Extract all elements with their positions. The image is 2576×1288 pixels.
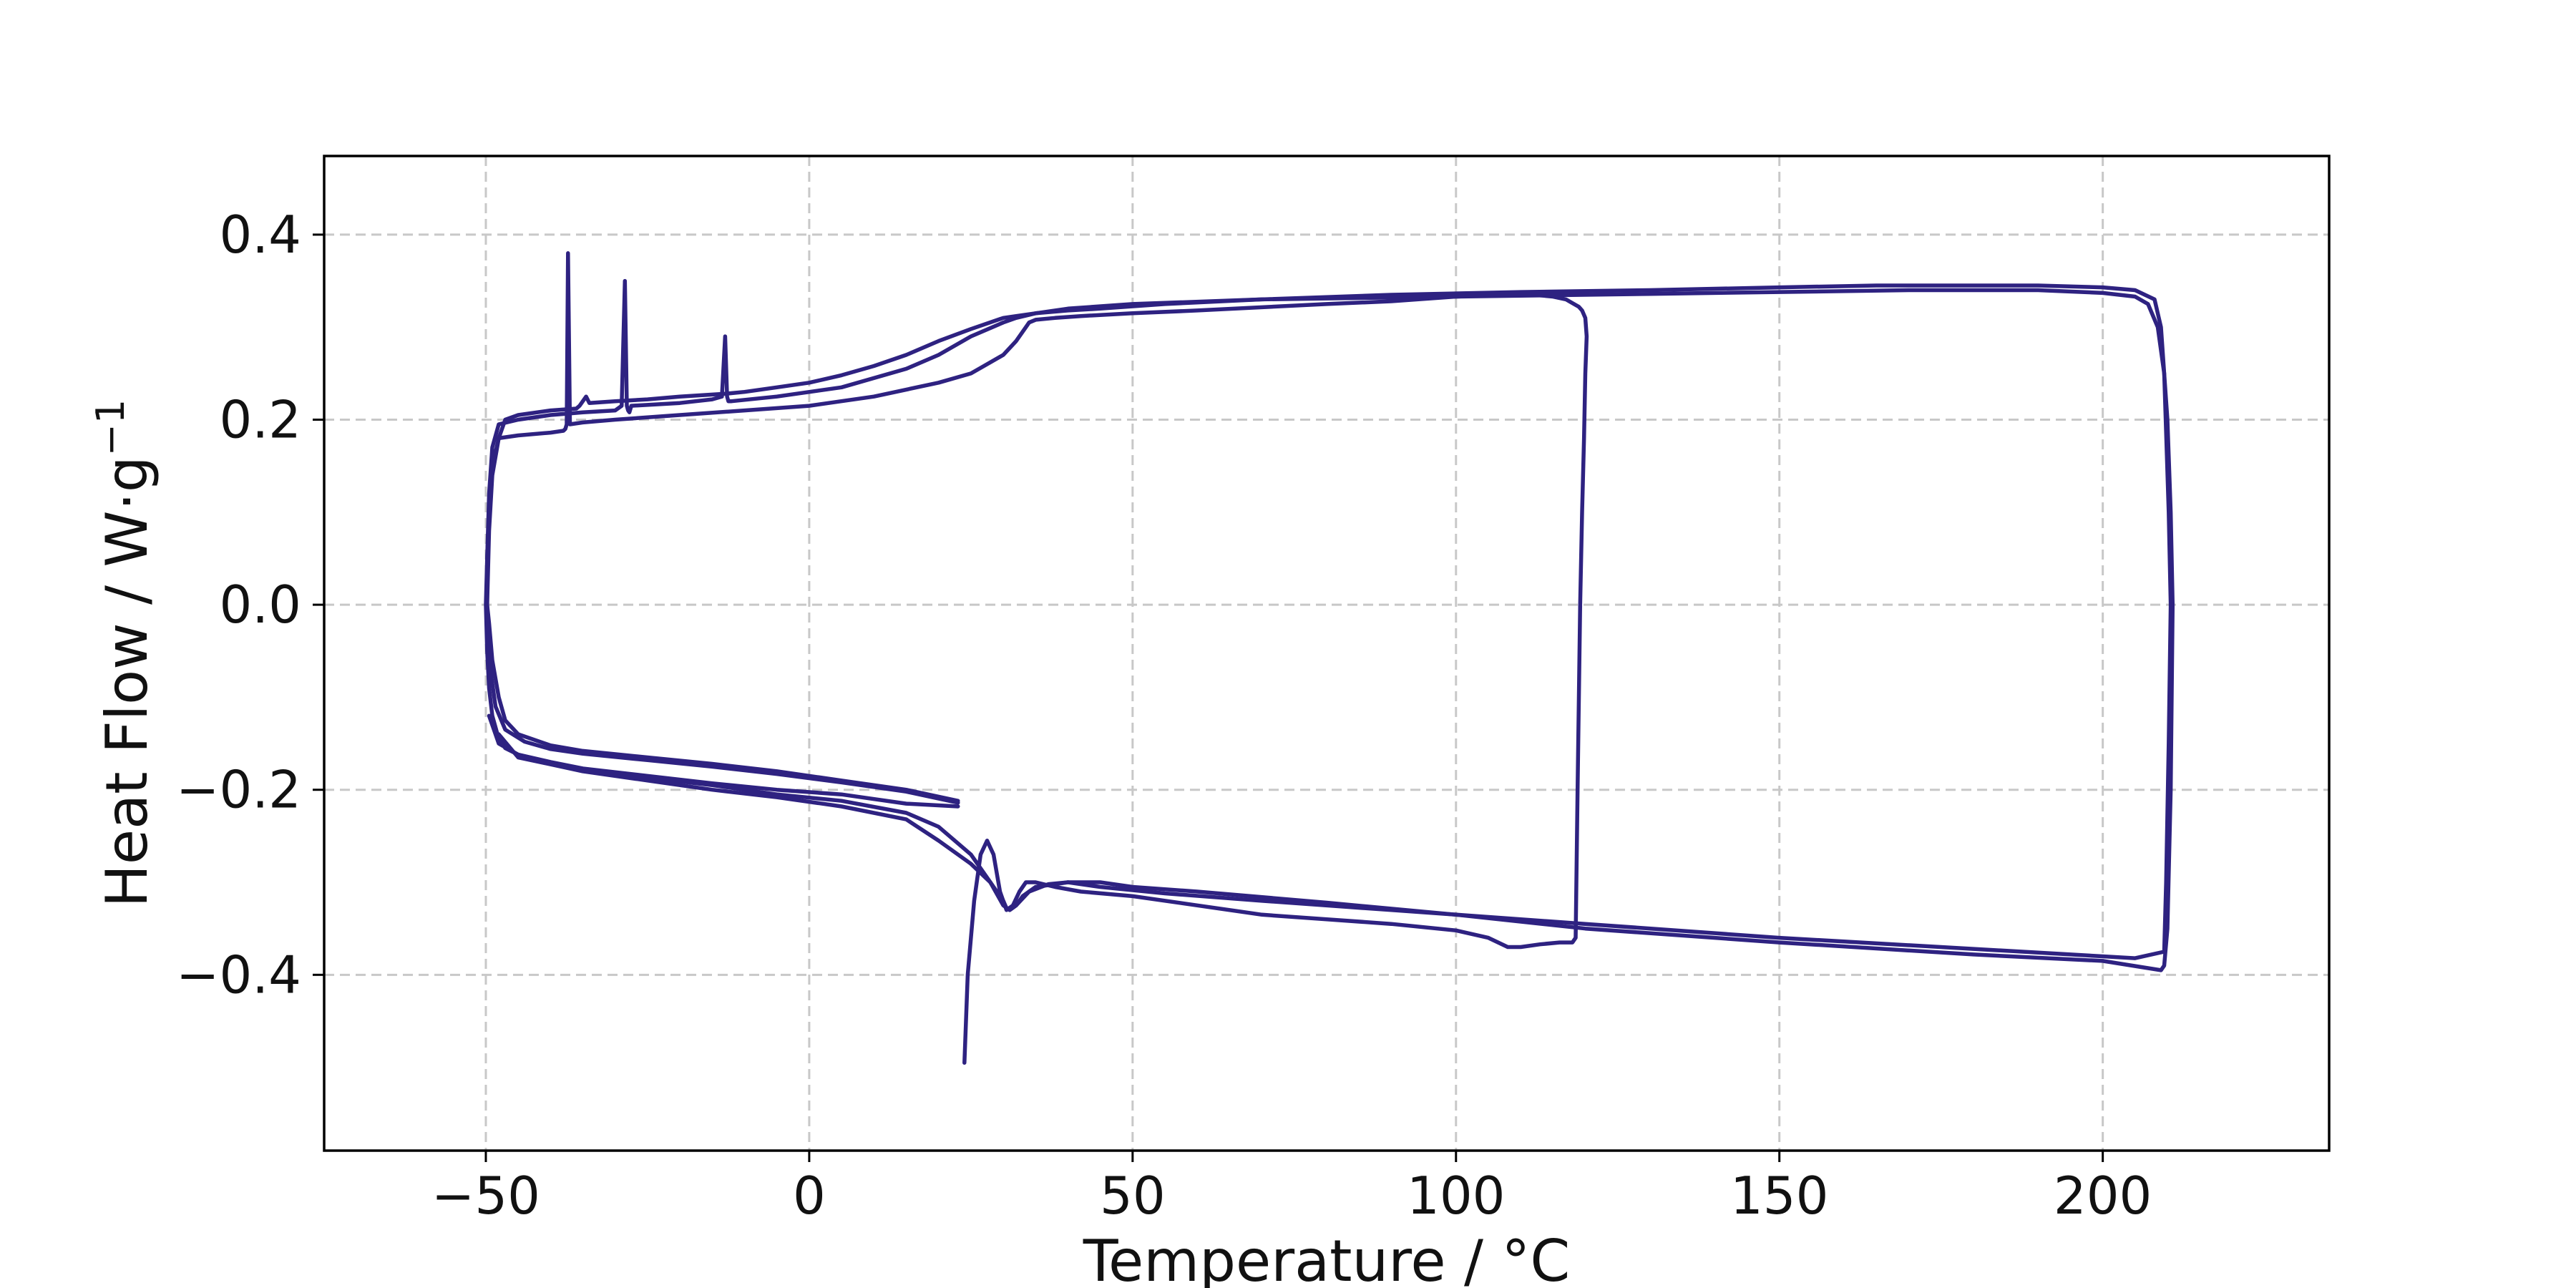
x-axis-label: Temperature / °C xyxy=(1083,1228,1570,1288)
ticks: −50 0 50 100 150 200 0.4 0.2 0.0 −0.2 −0.4 xyxy=(176,205,2152,1226)
x-tick-label: 50 xyxy=(1100,1166,1166,1226)
y-axis-label: Heat Flow / W·g−1 xyxy=(88,399,160,908)
y-tick-label: 0.0 xyxy=(219,575,301,635)
y-tick-label: 0.4 xyxy=(219,205,301,265)
y-tick-label: −0.4 xyxy=(176,945,301,1005)
series-line-3 xyxy=(485,288,2173,960)
y-axis-label-text: Heat Flow / W·g xyxy=(94,456,160,907)
y-tick-label: −0.2 xyxy=(176,760,301,820)
x-tick-label: −50 xyxy=(431,1166,540,1226)
y-tick-label: 0.2 xyxy=(219,390,301,450)
x-tick-label: 200 xyxy=(2054,1166,2152,1226)
grid xyxy=(324,156,2329,1151)
x-tick-label: 150 xyxy=(1730,1166,1828,1226)
plot-frame xyxy=(323,155,2331,1152)
x-tick-label: 0 xyxy=(793,1166,826,1226)
series-group xyxy=(484,251,2175,1065)
y-axis-label-superscript: −1 xyxy=(88,399,133,457)
x-tick-label: 100 xyxy=(1407,1166,1505,1226)
